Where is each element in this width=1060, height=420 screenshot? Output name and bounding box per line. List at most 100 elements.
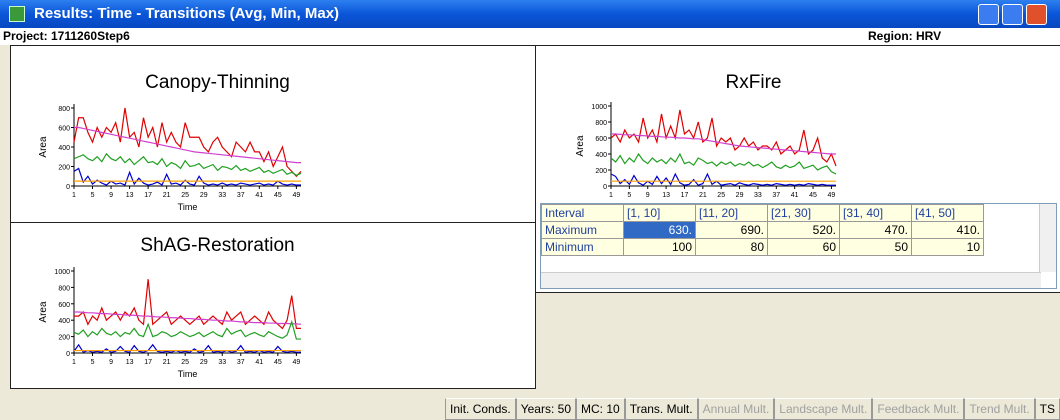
y-tick-label: 800 xyxy=(595,120,607,127)
x-tick-label: 9 xyxy=(646,192,650,199)
x-tick-label: 25 xyxy=(181,359,189,366)
app-icon xyxy=(9,6,25,22)
data-grid[interactable]: Interval [1, 10] [11, 20] [21, 30] [31, 40][… xyxy=(540,203,1057,289)
x-tick-label: 49 xyxy=(292,359,300,366)
y-tick-label: 600 xyxy=(595,136,607,143)
x-tick-label: 29 xyxy=(736,192,744,199)
status-item[interactable]: Init. Conds. xyxy=(445,398,516,420)
x-tick-label: 33 xyxy=(218,359,226,366)
grid-cell[interactable]: 410. xyxy=(911,221,984,239)
grid-cell[interactable]: 630. xyxy=(623,221,696,239)
header: Project: 1711260Step6 Region: HRV xyxy=(0,28,1060,45)
grid-cell[interactable]: 520. xyxy=(767,221,840,239)
x-tick-label: 9 xyxy=(109,359,113,366)
x-tick-label: 17 xyxy=(144,192,152,199)
grid-cell[interactable]: 50 xyxy=(839,238,912,256)
grid-header-cell[interactable]: [21, 30] xyxy=(767,204,840,222)
x-tick-label: 5 xyxy=(627,192,631,199)
x-tick-label: 9 xyxy=(109,192,113,199)
grid-cell[interactable]: 470. xyxy=(839,221,912,239)
x-tick-label: 17 xyxy=(681,192,689,199)
y-tick-label: 400 xyxy=(58,318,70,325)
y-tick-label: 400 xyxy=(595,152,607,159)
chart-panel: Canopy-Thinning Area Time 0 200 400 600 800 1 5 9 1… xyxy=(10,45,536,223)
status-item: Feedback Mult. xyxy=(872,398,965,420)
maximize-button[interactable] xyxy=(1002,4,1023,25)
series-line xyxy=(74,126,301,164)
close-button[interactable] xyxy=(1026,4,1047,25)
grid-row: Maximum 630. 690. 520. 470. 410. xyxy=(541,221,984,239)
chart: RxFireAreaTime02004006008001000159131721… xyxy=(575,72,837,212)
status-item[interactable]: Trans. Mult. xyxy=(624,398,698,420)
series-line xyxy=(73,343,301,353)
x-axis-label: Time xyxy=(178,369,198,379)
x-tick-label: 33 xyxy=(218,192,226,199)
series-line xyxy=(610,109,837,167)
x-tick-label: 25 xyxy=(717,192,725,199)
x-tick-label: 1 xyxy=(72,192,76,199)
grid-cell[interactable]: 10 xyxy=(911,238,984,256)
x-tick-label: 5 xyxy=(91,192,95,199)
x-tick-label: 25 xyxy=(181,192,189,199)
x-tick-label: 37 xyxy=(772,192,780,199)
grid-header-cell[interactable]: [1, 10] xyxy=(623,204,696,222)
window-title: Results: Time - Transitions (Avg, Min, M… xyxy=(34,5,340,22)
x-tick-label: 21 xyxy=(163,192,171,199)
y-tick-label: 200 xyxy=(595,168,607,175)
status-item[interactable]: TS xyxy=(1034,398,1060,420)
series-line xyxy=(610,172,836,186)
grid-header-cell[interactable]: [11, 20] xyxy=(695,204,768,222)
y-axis-label: Area xyxy=(38,136,49,158)
x-tick-label: 21 xyxy=(163,359,171,366)
x-tick-label: 49 xyxy=(292,192,300,199)
x-tick-label: 17 xyxy=(144,359,152,366)
y-axis-label: Area xyxy=(575,135,586,157)
x-tick-label: 41 xyxy=(255,359,263,366)
chart-title: RxFire xyxy=(726,72,782,93)
x-tick-label: 29 xyxy=(200,192,208,199)
grid-row: Minimum 100 80 60 50 10 xyxy=(541,238,984,256)
x-tick-label: 1 xyxy=(609,192,613,199)
grid-header-cell[interactable]: [41, 50] xyxy=(911,204,984,222)
series-line xyxy=(73,107,302,178)
grid-cell[interactable]: 60 xyxy=(767,238,840,256)
x-tick-label: 21 xyxy=(699,192,707,199)
y-axis-label: Area xyxy=(38,301,49,323)
chart-title: Canopy-Thinning xyxy=(145,72,290,93)
series-line xyxy=(74,279,301,330)
x-tick-label: 13 xyxy=(126,192,134,199)
x-tick-label: 33 xyxy=(754,192,762,199)
series-line xyxy=(74,311,302,325)
y-tick-label: 800 xyxy=(58,285,70,292)
grid-row-label[interactable]: Minimum xyxy=(541,238,624,256)
grid-header-cell[interactable]: [31, 40] xyxy=(839,204,912,222)
chart-title: ShAG-Restoration xyxy=(140,235,294,256)
grid-row: Interval [1, 10] [11, 20] [21, 30] [31, 40][… xyxy=(541,204,984,222)
minimize-button[interactable] xyxy=(978,4,999,25)
status-item[interactable]: Years: 50 xyxy=(515,398,576,420)
status-item[interactable]: MC: 10 xyxy=(576,398,625,420)
title-bar: Results: Time - Transitions (Avg, Min, M… xyxy=(0,0,1060,28)
y-tick-label: 600 xyxy=(58,126,70,133)
chart: ShAG-Restoration Area Time 0 200 400 600 800 100… xyxy=(38,235,302,379)
status-item: Trend Mult. xyxy=(964,398,1035,420)
x-tick-label: 41 xyxy=(255,192,263,199)
vertical-scrollbar[interactable] xyxy=(1039,204,1056,272)
x-tick-label: 45 xyxy=(809,192,817,199)
project-label: Project: 1711260Step6 xyxy=(3,29,130,43)
series-line xyxy=(611,133,836,155)
grid-row-label[interactable]: Maximum xyxy=(541,221,624,239)
y-tick-label: 1000 xyxy=(54,269,70,276)
grid-cell[interactable]: 690. xyxy=(695,221,768,239)
grid-cell[interactable]: 80 xyxy=(695,238,768,256)
chart: Canopy-Thinning Area Time 0 200 400 600 800 1 5 9 1… xyxy=(38,72,302,212)
x-tick-label: 49 xyxy=(828,192,836,199)
x-tick-label: 37 xyxy=(237,192,245,199)
grid-header-cell[interactable]: Interval xyxy=(541,204,624,222)
x-tick-label: 13 xyxy=(662,192,670,199)
grid-cell[interactable]: 100 xyxy=(623,238,696,256)
x-tick-label: 1 xyxy=(72,359,76,366)
y-tick-label: 600 xyxy=(58,302,70,309)
horizontal-scrollbar[interactable] xyxy=(541,272,1041,288)
